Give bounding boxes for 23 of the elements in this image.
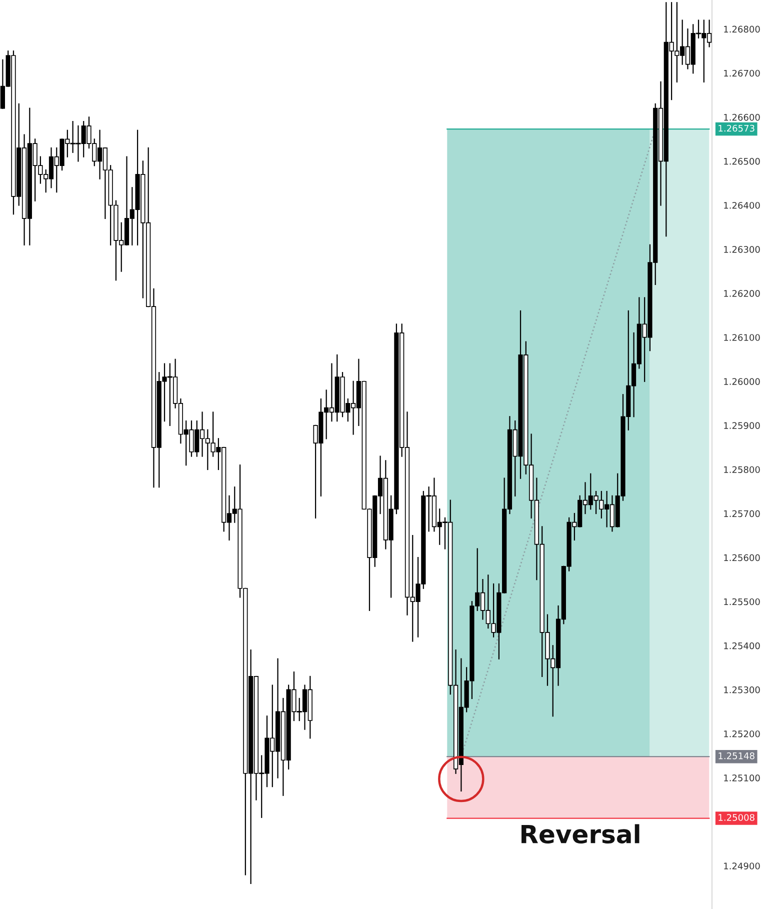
- y-tick-label: 1.25300: [724, 686, 760, 694]
- y-tick-label: 1.25400: [724, 642, 760, 650]
- y-tick-label: 1.24900: [724, 862, 760, 870]
- y-tick-label: 1.25100: [724, 774, 760, 782]
- y-tick-label: 1.25800: [724, 466, 760, 474]
- y-tick-label: 1.26300: [724, 246, 760, 253]
- annotation: Reversal: [522, 824, 640, 844]
- y-tick-label: 1.26200: [724, 290, 760, 297]
- y-tick-label: 1.25500: [724, 598, 760, 606]
- y-tick-label: 1.26600: [724, 114, 760, 121]
- y-tick-label: 1.26800: [724, 26, 760, 33]
- ref-line-label: 1.26573: [718, 124, 754, 132]
- y-tick-label: 1.25700: [724, 510, 760, 518]
- ref-line-label: 1.25148: [718, 752, 754, 760]
- y-tick-label: 1.26400: [724, 202, 760, 209]
- ref-line-label: 1.25008: [718, 814, 754, 821]
- y-tick-label: 1.25600: [724, 554, 760, 562]
- y-tick-label: 1.25900: [724, 422, 760, 429]
- y-tick-label: 1.25200: [724, 730, 760, 738]
- y-tick-label: 1.26100: [724, 334, 760, 341]
- y-tick-label: 1.26700: [724, 70, 760, 77]
- y-tick-label: 1.26000: [724, 378, 760, 385]
- y-tick-label: 1.26500: [724, 158, 760, 165]
